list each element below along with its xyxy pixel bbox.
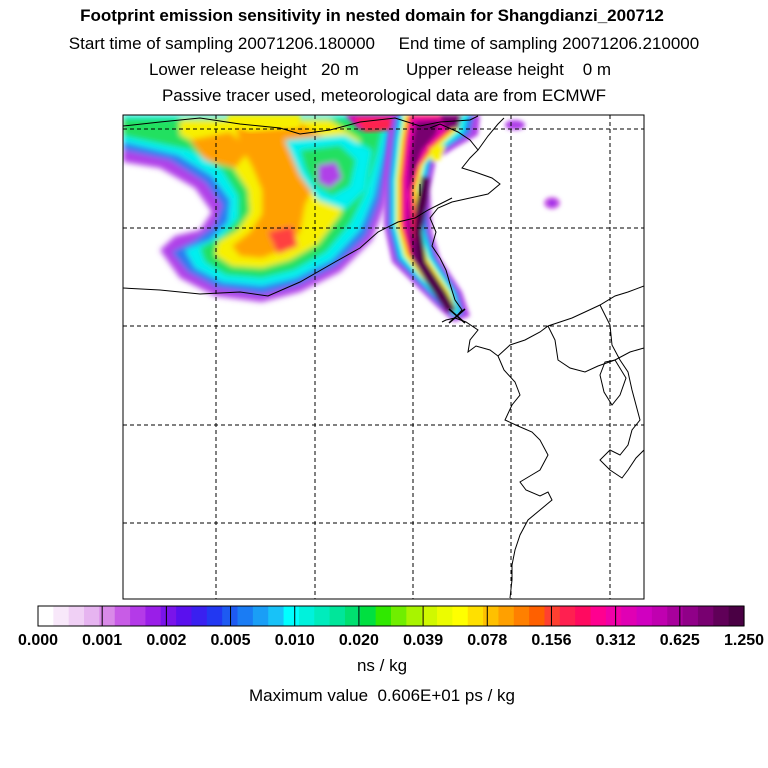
colorbar-cell xyxy=(145,606,162,626)
colorbar-cell xyxy=(53,606,70,626)
colorbar-tick-label: 0.020 xyxy=(339,632,379,649)
plume-core xyxy=(414,176,456,312)
colorbar-cell xyxy=(375,606,392,626)
colorbar-tick-label: 0.078 xyxy=(467,632,507,649)
colorbar-cell xyxy=(406,606,423,626)
colorbar: 0.000 0.001 0.002 0.005 0.010 0.020 0.039 0.078… xyxy=(18,605,764,649)
plume-band-yellow xyxy=(430,145,446,162)
colorbar-cell xyxy=(697,606,714,626)
colorbar-cell xyxy=(268,606,285,626)
colorbar-cell xyxy=(176,606,193,626)
graticule xyxy=(123,115,644,599)
footprint-field xyxy=(123,115,560,322)
colorbar-cell xyxy=(160,606,177,626)
colorbar-cell xyxy=(467,606,484,626)
colorbar-cell xyxy=(298,606,315,626)
upper-release-height-label: Upper release height 0 m xyxy=(405,60,612,79)
receptor-x-marker xyxy=(448,308,466,324)
maximum-value-label: Maximum value 0.606E+01 ps / kg xyxy=(249,686,515,705)
footprint-band-orange xyxy=(190,132,250,168)
colorbar-tick-label: 0.000 xyxy=(18,632,58,649)
border-line xyxy=(123,115,479,135)
colorbar-cell xyxy=(559,606,576,626)
colorbar-cell xyxy=(544,606,561,626)
colorbar-cell xyxy=(84,606,100,626)
coastline-korea xyxy=(599,304,644,479)
colorbar-cell xyxy=(114,606,131,626)
colorbar-cell xyxy=(575,606,592,626)
colorbar-tick-labels: 0.000 0.001 0.002 0.005 0.010 0.020 0.039 0.078… xyxy=(18,632,764,649)
colorbar-cell xyxy=(651,606,668,626)
colorbar-cells xyxy=(38,606,745,626)
colorbar-cell xyxy=(513,606,530,626)
coastline-bay xyxy=(477,117,505,151)
tracer-info-line: Passive tracer used, meteorological data… xyxy=(161,86,607,105)
units-label: ns / kg xyxy=(356,656,408,675)
colorbar-tick-label: 0.010 xyxy=(275,632,315,649)
colorbar-tick-label: 0.156 xyxy=(531,632,571,649)
end-time-label: End time of sampling 20071206.210000 xyxy=(398,34,700,53)
colorbar-cell xyxy=(452,606,469,626)
colorbar-cell xyxy=(682,606,699,626)
colorbar-cell xyxy=(252,606,269,626)
colorbar-cell xyxy=(621,606,638,626)
footprint-band-yellow xyxy=(228,115,300,132)
colorbar-cell xyxy=(728,606,745,626)
colorbar-cell xyxy=(360,606,377,626)
coastline xyxy=(123,115,644,599)
footprint-band-violet xyxy=(318,162,342,188)
colorbar-cell xyxy=(99,606,116,626)
colorbar-cell xyxy=(605,606,622,626)
colorbar-frame xyxy=(37,605,745,627)
colorbar-cell xyxy=(344,606,361,626)
colorbar-cell xyxy=(283,606,300,626)
map-frame xyxy=(122,114,645,600)
coastline-korea xyxy=(599,359,627,406)
colorbar-cell xyxy=(130,606,147,626)
colorbar-tick-label: 0.005 xyxy=(211,632,251,649)
colorbar-cell xyxy=(421,606,438,626)
start-time-label: Start time of sampling 20071206.180000 xyxy=(68,34,376,53)
footprint-band-red xyxy=(268,226,298,254)
colorbar-cell xyxy=(483,606,500,626)
colorbar-cell xyxy=(191,606,208,626)
colorbar-cell xyxy=(314,606,331,626)
colorbar-cell xyxy=(329,606,346,626)
colorbar-cell xyxy=(667,606,684,626)
colorbar-tick-label: 0.001 xyxy=(82,632,122,649)
release-height-line: Lower release height 20 m Upper release … xyxy=(0,60,764,80)
coastline-shandong xyxy=(547,325,644,373)
colorbar-tick-label: 0.039 xyxy=(403,632,443,649)
colorbar-tick-label: 1.250 xyxy=(724,632,764,649)
colorbar-tick-label: 0.625 xyxy=(660,632,700,649)
colorbar-cell xyxy=(38,606,54,626)
colorbar-tick-label: 0.002 xyxy=(146,632,186,649)
colorbar-cell xyxy=(498,606,515,626)
colorbar-cell xyxy=(713,606,730,626)
colorbar-cell xyxy=(206,606,223,626)
colorbar-cell xyxy=(636,606,653,626)
map-title: Footprint emission sensitivity in nested… xyxy=(80,6,664,25)
colorbar-cell xyxy=(590,606,607,626)
border-line xyxy=(123,197,453,297)
lower-release-height-label: Lower release height 20 m xyxy=(148,60,359,79)
colorbar-cell xyxy=(391,606,407,626)
sampling-time-line: Start time of sampling 20071206.180000 E… xyxy=(0,34,768,54)
colorbar-cell xyxy=(68,606,85,626)
colorbar-cell xyxy=(529,606,546,626)
coastline-east xyxy=(497,355,553,599)
colorbar-tick-label: 0.312 xyxy=(596,632,636,649)
colorbar-cell xyxy=(437,606,453,626)
footprint-spot xyxy=(505,120,525,130)
colorbar-cell xyxy=(237,606,254,626)
footprint-spot xyxy=(548,200,556,206)
colorbar-dividers xyxy=(101,606,681,626)
